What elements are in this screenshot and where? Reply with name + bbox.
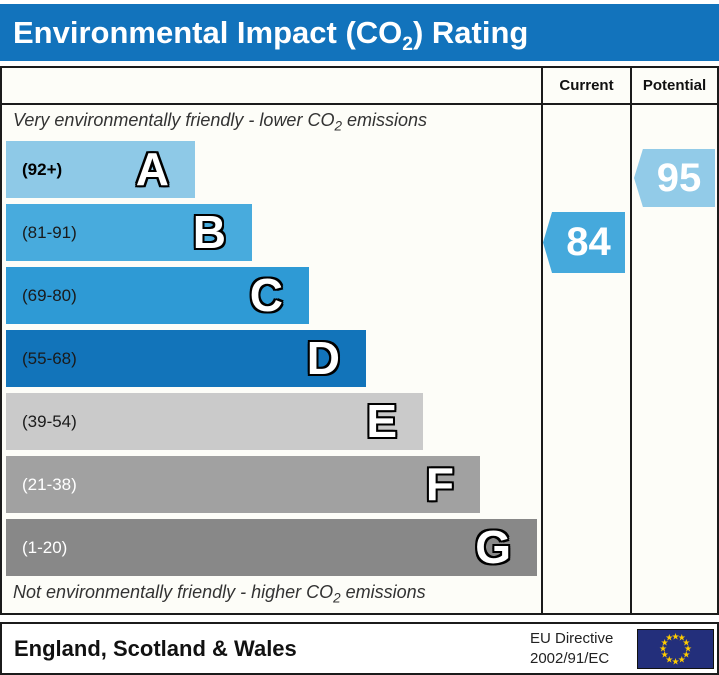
rating-band-B: (81-91) B bbox=[6, 204, 252, 261]
eu-flag-star: ★ bbox=[671, 631, 680, 641]
table-header-row: Current Potential bbox=[2, 68, 717, 105]
band-range-label: (21-38) bbox=[22, 474, 77, 494]
region-label: England, Scotland & Wales bbox=[14, 635, 297, 661]
eu-flag-star: ★ bbox=[658, 643, 668, 654]
eu-directive-text: EU Directive 2002/91/EC bbox=[530, 629, 613, 669]
eu-flag-star: ★ bbox=[683, 643, 693, 654]
rating-bands: (92+) A (81-91) B (69-80) C (55-68) D (39-54) E (2… bbox=[6, 141, 537, 582]
eu-flag-star: ★ bbox=[677, 654, 686, 665]
rating-band-D: (55-68) D bbox=[6, 330, 366, 387]
band-letter: F bbox=[425, 457, 454, 510]
chart-title-bar: Environmental Impact (CO2) Rating bbox=[0, 4, 719, 61]
rating-band-E: (39-54) E bbox=[6, 393, 423, 450]
eu-flag-star: ★ bbox=[660, 649, 669, 660]
potential-rating-arrow: 95 bbox=[634, 149, 715, 207]
eu-flag-icon: ★ ★ ★ ★ ★ ★ ★ ★ ★ ★ ★ ★ bbox=[637, 629, 714, 669]
band-letter: D bbox=[306, 331, 340, 384]
eu-flag-star: ★ bbox=[682, 637, 691, 648]
current-column-header: Current bbox=[559, 77, 614, 94]
top-note: Very environmentally friendly - lower CO… bbox=[13, 110, 427, 134]
rating-band-G: (1-20) G bbox=[6, 519, 537, 576]
potential-rating-value: 95 bbox=[656, 155, 702, 200]
band-range-label: (1-20) bbox=[22, 537, 68, 557]
bottom-note: Not environmentally friendly - higher CO… bbox=[13, 582, 426, 606]
potential-column-divider bbox=[630, 68, 632, 613]
eu-flag-star: ★ bbox=[671, 656, 680, 666]
eu-flag-star: ★ bbox=[682, 649, 691, 660]
band-letter: G bbox=[475, 520, 511, 573]
potential-column-header: Potential bbox=[642, 77, 707, 94]
current-rating-arrow: 84 bbox=[543, 212, 625, 273]
current-column-divider bbox=[541, 68, 543, 613]
band-range-label: (81-91) bbox=[22, 222, 77, 242]
band-letter: E bbox=[366, 394, 397, 447]
band-letter: C bbox=[249, 268, 283, 321]
eu-directive-line2: 2002/91/EC bbox=[530, 650, 610, 667]
band-range-label: (69-80) bbox=[22, 285, 77, 305]
current-rating-value: 84 bbox=[566, 220, 611, 264]
eu-flag-star: ★ bbox=[665, 632, 674, 643]
band-letter: B bbox=[192, 205, 226, 258]
rating-band-A: (92+) A bbox=[6, 141, 195, 198]
rating-band-F: (21-38) F bbox=[6, 456, 480, 513]
eu-flag-star: ★ bbox=[665, 654, 674, 665]
eu-flag-star: ★ bbox=[660, 637, 669, 648]
eu-flag-star: ★ bbox=[677, 632, 686, 643]
eu-directive-line1: EU Directive bbox=[530, 630, 614, 647]
band-range-label: (92+) bbox=[22, 159, 63, 179]
band-letter: A bbox=[135, 142, 169, 195]
band-range-label: (55-68) bbox=[22, 348, 77, 368]
chart-title: Environmental Impact (CO2) Rating bbox=[13, 15, 529, 56]
footer-bar: England, Scotland & Wales EU Directive 2… bbox=[0, 622, 719, 675]
rating-table: Current Potential Very environmentally f… bbox=[0, 66, 719, 615]
band-range-label: (39-54) bbox=[22, 411, 77, 431]
rating-band-C: (69-80) C bbox=[6, 267, 309, 324]
